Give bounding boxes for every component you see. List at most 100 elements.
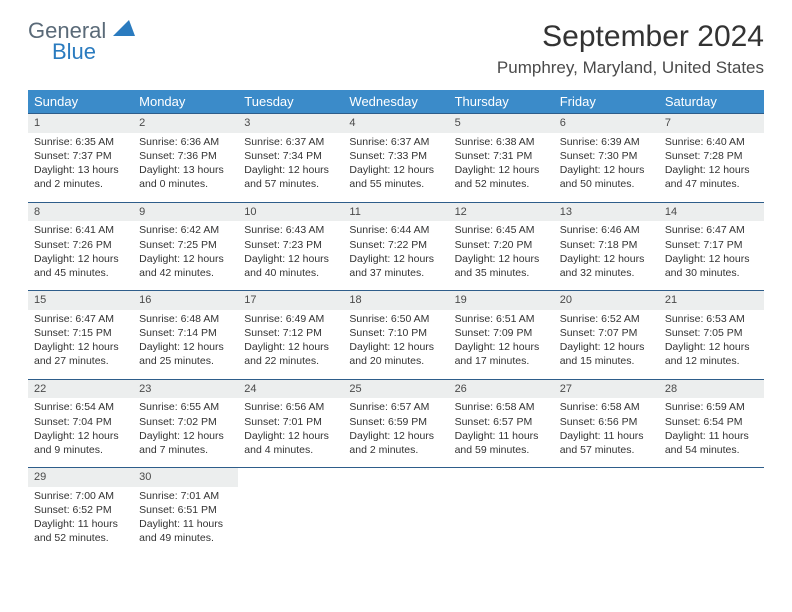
week-0-numrow: 1234567 (28, 114, 764, 133)
day-info: Sunrise: 6:45 AMSunset: 7:20 PMDaylight:… (449, 221, 554, 290)
day-info: Sunrise: 6:35 AMSunset: 7:37 PMDaylight:… (28, 133, 133, 202)
day-info: Sunrise: 6:58 AMSunset: 6:57 PMDaylight:… (449, 398, 554, 467)
week-2-numrow: 15161718192021 (28, 291, 764, 310)
daylight: Daylight: 12 hours and 27 minutes. (34, 340, 127, 368)
sunrise: Sunrise: 6:39 AM (560, 135, 653, 149)
daylight: Daylight: 12 hours and 57 minutes. (244, 163, 337, 191)
sunrise: Sunrise: 6:50 AM (349, 312, 442, 326)
day-number: 12 (449, 202, 554, 221)
week-1-numrow: 891011121314 (28, 202, 764, 221)
sunrise: Sunrise: 6:58 AM (455, 400, 548, 414)
day-info: Sunrise: 6:42 AMSunset: 7:25 PMDaylight:… (133, 221, 238, 290)
day-number: 14 (659, 202, 764, 221)
day-info: Sunrise: 6:55 AMSunset: 7:02 PMDaylight:… (133, 398, 238, 467)
day-info: Sunrise: 6:41 AMSunset: 7:26 PMDaylight:… (28, 221, 133, 290)
week-0-inforow: Sunrise: 6:35 AMSunset: 7:37 PMDaylight:… (28, 133, 764, 202)
calendar-table: Sunday Monday Tuesday Wednesday Thursday… (28, 90, 764, 556)
sunset: Sunset: 7:05 PM (665, 326, 758, 340)
day-number: 24 (238, 379, 343, 398)
day-info: Sunrise: 6:53 AMSunset: 7:05 PMDaylight:… (659, 310, 764, 379)
daylight: Daylight: 12 hours and 9 minutes. (34, 429, 127, 457)
sunrise: Sunrise: 6:38 AM (455, 135, 548, 149)
sunrise: Sunrise: 6:36 AM (139, 135, 232, 149)
day-number (343, 468, 448, 487)
day-number: 13 (554, 202, 659, 221)
dayhdr-tue: Tuesday (238, 90, 343, 114)
week-3-inforow: Sunrise: 6:54 AMSunset: 7:04 PMDaylight:… (28, 398, 764, 467)
day-info (238, 487, 343, 556)
sunset: Sunset: 7:30 PM (560, 149, 653, 163)
logo-sail-icon (113, 20, 135, 36)
week-2-inforow: Sunrise: 6:47 AMSunset: 7:15 PMDaylight:… (28, 310, 764, 379)
week-4-inforow: Sunrise: 7:00 AMSunset: 6:52 PMDaylight:… (28, 487, 764, 556)
sunset: Sunset: 7:34 PM (244, 149, 337, 163)
day-number: 1 (28, 114, 133, 133)
dayhdr-mon: Monday (133, 90, 238, 114)
sunset: Sunset: 6:52 PM (34, 503, 127, 517)
day-info: Sunrise: 6:48 AMSunset: 7:14 PMDaylight:… (133, 310, 238, 379)
sunset: Sunset: 7:12 PM (244, 326, 337, 340)
day-number: 21 (659, 291, 764, 310)
daylight: Daylight: 12 hours and 22 minutes. (244, 340, 337, 368)
daylight: Daylight: 12 hours and 7 minutes. (139, 429, 232, 457)
day-header-row: Sunday Monday Tuesday Wednesday Thursday… (28, 90, 764, 114)
day-number: 3 (238, 114, 343, 133)
day-info: Sunrise: 6:58 AMSunset: 6:56 PMDaylight:… (554, 398, 659, 467)
sunrise: Sunrise: 6:45 AM (455, 223, 548, 237)
sunrise: Sunrise: 6:40 AM (665, 135, 758, 149)
header: General Blue September 2024 Pumphrey, Ma… (28, 20, 764, 78)
day-number (449, 468, 554, 487)
sunset: Sunset: 7:22 PM (349, 238, 442, 252)
sunrise: Sunrise: 7:01 AM (139, 489, 232, 503)
daylight: Daylight: 12 hours and 32 minutes. (560, 252, 653, 280)
daylight: Daylight: 12 hours and 17 minutes. (455, 340, 548, 368)
week-1-inforow: Sunrise: 6:41 AMSunset: 7:26 PMDaylight:… (28, 221, 764, 290)
sunset: Sunset: 6:51 PM (139, 503, 232, 517)
dayhdr-wed: Wednesday (343, 90, 448, 114)
sunrise: Sunrise: 6:47 AM (665, 223, 758, 237)
day-info: Sunrise: 6:57 AMSunset: 6:59 PMDaylight:… (343, 398, 448, 467)
day-info: Sunrise: 6:51 AMSunset: 7:09 PMDaylight:… (449, 310, 554, 379)
day-info: Sunrise: 6:43 AMSunset: 7:23 PMDaylight:… (238, 221, 343, 290)
sunset: Sunset: 7:01 PM (244, 415, 337, 429)
daylight: Daylight: 11 hours and 59 minutes. (455, 429, 548, 457)
day-info: Sunrise: 6:54 AMSunset: 7:04 PMDaylight:… (28, 398, 133, 467)
daylight: Daylight: 12 hours and 37 minutes. (349, 252, 442, 280)
sunrise: Sunrise: 6:47 AM (34, 312, 127, 326)
week-3-numrow: 22232425262728 (28, 379, 764, 398)
location: Pumphrey, Maryland, United States (497, 58, 764, 78)
day-number: 2 (133, 114, 238, 133)
daylight: Daylight: 11 hours and 52 minutes. (34, 517, 127, 545)
day-info: Sunrise: 6:44 AMSunset: 7:22 PMDaylight:… (343, 221, 448, 290)
day-info: Sunrise: 6:52 AMSunset: 7:07 PMDaylight:… (554, 310, 659, 379)
day-number (554, 468, 659, 487)
sunset: Sunset: 7:23 PM (244, 238, 337, 252)
sunrise: Sunrise: 6:35 AM (34, 135, 127, 149)
sunset: Sunset: 7:28 PM (665, 149, 758, 163)
daylight: Daylight: 13 hours and 2 minutes. (34, 163, 127, 191)
daylight: Daylight: 11 hours and 57 minutes. (560, 429, 653, 457)
sunset: Sunset: 7:33 PM (349, 149, 442, 163)
day-number: 9 (133, 202, 238, 221)
daylight: Daylight: 12 hours and 47 minutes. (665, 163, 758, 191)
sunset: Sunset: 7:02 PM (139, 415, 232, 429)
dayhdr-fri: Friday (554, 90, 659, 114)
day-info: Sunrise: 6:40 AMSunset: 7:28 PMDaylight:… (659, 133, 764, 202)
daylight: Daylight: 12 hours and 35 minutes. (455, 252, 548, 280)
day-info: Sunrise: 6:47 AMSunset: 7:17 PMDaylight:… (659, 221, 764, 290)
day-number: 26 (449, 379, 554, 398)
sunset: Sunset: 7:26 PM (34, 238, 127, 252)
sunrise: Sunrise: 6:37 AM (349, 135, 442, 149)
title-block: September 2024 Pumphrey, Maryland, Unite… (497, 20, 764, 78)
day-info: Sunrise: 6:47 AMSunset: 7:15 PMDaylight:… (28, 310, 133, 379)
day-number: 19 (449, 291, 554, 310)
sunset: Sunset: 6:57 PM (455, 415, 548, 429)
day-number: 7 (659, 114, 764, 133)
day-number: 8 (28, 202, 133, 221)
day-info: Sunrise: 6:50 AMSunset: 7:10 PMDaylight:… (343, 310, 448, 379)
daylight: Daylight: 11 hours and 54 minutes. (665, 429, 758, 457)
daylight: Daylight: 12 hours and 2 minutes. (349, 429, 442, 457)
day-number: 22 (28, 379, 133, 398)
daylight: Daylight: 12 hours and 55 minutes. (349, 163, 442, 191)
day-number: 11 (343, 202, 448, 221)
